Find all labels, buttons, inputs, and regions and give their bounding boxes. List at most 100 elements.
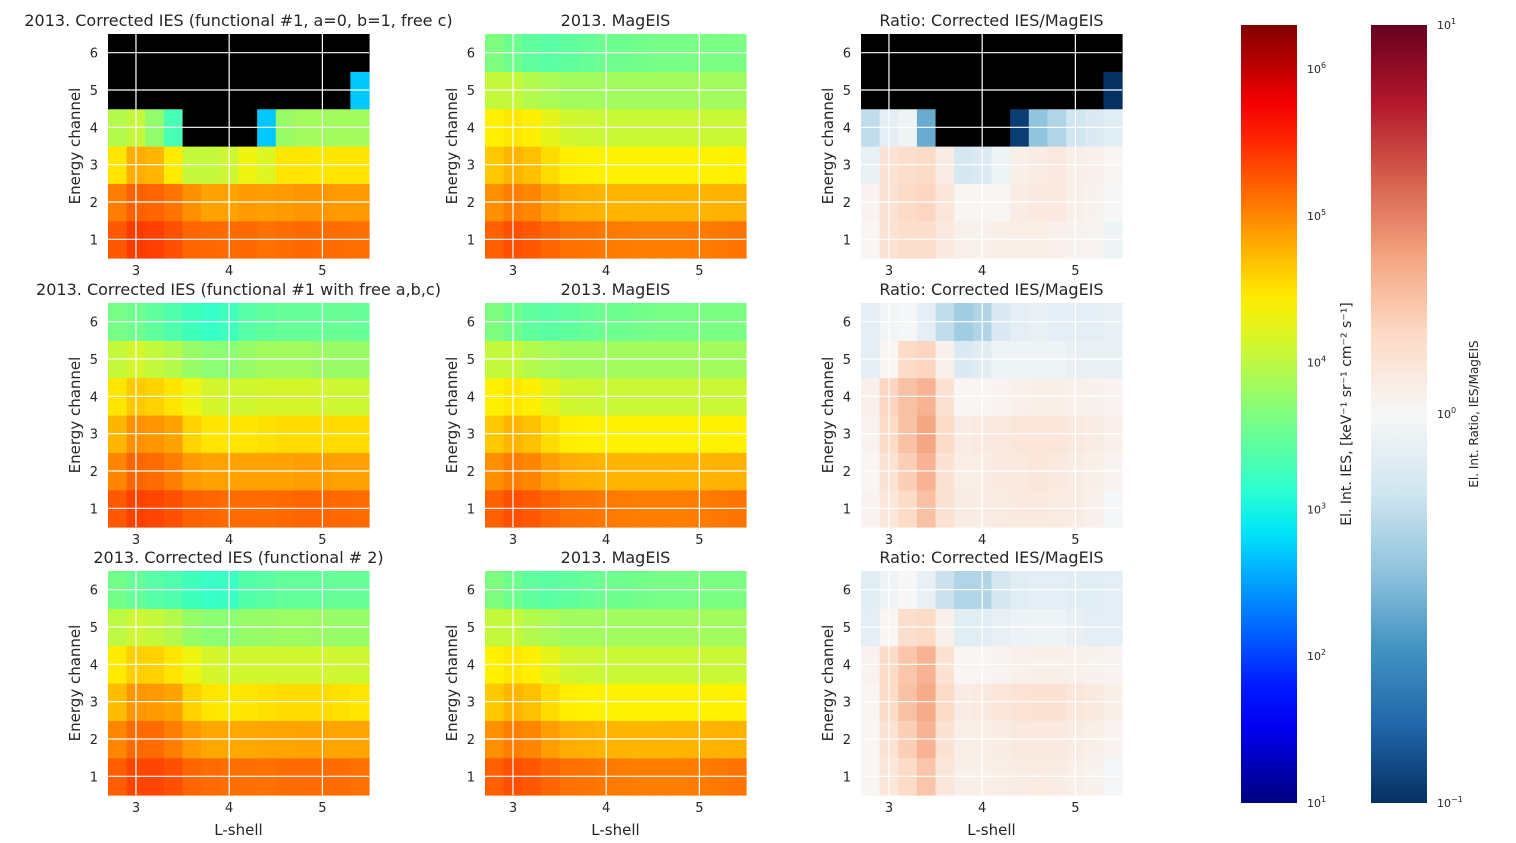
x-axis-label: L-shell <box>591 821 639 839</box>
x-tick-label: 4 <box>225 264 233 279</box>
x-tick-label: 3 <box>509 264 517 279</box>
y-axis-label: Energy channel <box>443 88 461 205</box>
y-tick-label: 3 <box>467 428 475 443</box>
y-tick-label: 2 <box>90 733 98 748</box>
x-tick-label: 4 <box>225 801 233 816</box>
y-tick-label: 6 <box>90 47 98 62</box>
y-tick-label: 1 <box>467 502 475 517</box>
x-tick-label: 5 <box>1071 264 1079 279</box>
y-tick-label: 1 <box>90 502 98 517</box>
y-tick-label: 5 <box>843 353 851 368</box>
y-tick-label: 5 <box>467 84 475 99</box>
x-tick-label: 3 <box>885 264 893 279</box>
y-tick-label: 1 <box>90 770 98 785</box>
y-tick-label: 2 <box>90 465 98 480</box>
y-tick-label: 4 <box>843 121 851 136</box>
y-axis-label: Energy channel <box>66 357 84 474</box>
colorbar-tick-label: 101 <box>1307 795 1326 810</box>
y-tick-label: 6 <box>90 316 98 331</box>
colorbars: 101 102 103 104 105 106 10−1 100 101 El. Int. IE… <box>1241 17 1481 810</box>
y-tick-label: 2 <box>843 196 851 211</box>
y-tick-label: 3 <box>467 696 475 711</box>
y-tick-label: 2 <box>467 465 475 480</box>
colorbar-tick-label: 10−1 <box>1437 795 1463 810</box>
y-tick-label: 3 <box>467 159 475 174</box>
y-tick-label: 5 <box>467 353 475 368</box>
x-tick-label: 5 <box>318 801 326 816</box>
x-tick-label: 5 <box>695 533 703 548</box>
panel-title: Ratio: Corrected IES/MagEIS <box>879 280 1103 299</box>
y-tick-label: 6 <box>467 316 475 331</box>
y-tick-label: 5 <box>843 84 851 99</box>
y-tick-label: 6 <box>843 47 851 62</box>
y-tick-label: 4 <box>90 658 98 673</box>
colorbar-tick-label: 105 <box>1307 208 1326 223</box>
y-tick-label: 1 <box>843 233 851 248</box>
colorbar-tick-label: 104 <box>1307 355 1326 370</box>
y-tick-label: 6 <box>90 584 98 599</box>
x-tick-label: 5 <box>695 801 703 816</box>
x-tick-label: 3 <box>132 801 140 816</box>
y-tick-label: 1 <box>843 770 851 785</box>
y-tick-label: 3 <box>843 428 851 443</box>
x-tick-label: 4 <box>602 264 610 279</box>
y-axis-label: Energy channel <box>443 357 461 474</box>
y-tick-label: 6 <box>843 584 851 599</box>
x-axis-label: L-shell <box>967 821 1015 839</box>
panel-title: Ratio: Corrected IES/MagEIS <box>879 11 1103 30</box>
y-tick-label: 2 <box>843 465 851 480</box>
y-tick-label: 5 <box>90 84 98 99</box>
heatmap-panel: 3 4 5 1 2 3 4 5 6 2013. MagEIS Energy channel L-she… <box>443 548 747 839</box>
y-tick-label: 5 <box>467 621 475 636</box>
y-tick-label: 4 <box>90 390 98 405</box>
y-tick-label: 4 <box>467 658 475 673</box>
y-tick-label: 3 <box>90 159 98 174</box>
panel-title: 2013. MagEIS <box>561 548 671 567</box>
panel-title: Ratio: Corrected IES/MagEIS <box>879 548 1103 567</box>
panel-title: 2013. MagEIS <box>561 280 671 299</box>
x-tick-label: 3 <box>132 533 140 548</box>
heatmap-panel: 3 4 5 1 2 3 4 5 6 2013. MagEIS Energy channel <box>443 11 747 279</box>
y-tick-label: 1 <box>90 233 98 248</box>
colorbar-tick-label: 103 <box>1307 501 1326 516</box>
x-tick-label: 3 <box>885 533 893 548</box>
heatmap-panel: 3 4 5 1 2 3 4 5 6 Ratio: Corrected IES/MagEIS Ener… <box>819 280 1123 548</box>
panel-title: 2013. Corrected IES (functional #1 with … <box>36 280 441 299</box>
x-tick-label: 5 <box>695 264 703 279</box>
x-tick-label: 4 <box>602 533 610 548</box>
heatmap-panel: 3 4 5 1 2 3 4 5 6 Ratio: Corrected IES/MagEIS Ener… <box>819 548 1123 839</box>
y-tick-label: 5 <box>843 621 851 636</box>
y-tick-label: 6 <box>467 47 475 62</box>
y-axis-label: Energy channel <box>819 357 837 474</box>
colorbar-tick-label: 102 <box>1307 648 1326 663</box>
heatmap-panel: 3 4 5 1 2 3 4 5 6 Ratio: Corrected IES/MagEIS Ener… <box>819 11 1123 279</box>
y-tick-label: 5 <box>90 353 98 368</box>
colorbar-ratio-label: El. Int. Ratio, IES/MagEIS <box>1467 340 1481 487</box>
colorbar-intensity <box>1241 25 1297 803</box>
heatmap-panel: 3 4 5 1 2 3 4 5 6 2013. Corrected IES (functional… <box>36 280 441 548</box>
heatmap-panel: 3 4 5 1 2 3 4 5 6 2013. Corrected IES (functional… <box>66 548 384 839</box>
y-tick-label: 3 <box>843 696 851 711</box>
y-tick-label: 1 <box>467 233 475 248</box>
x-axis-label: L-shell <box>214 821 262 839</box>
heatmap-panels: 3 4 5 1 2 3 4 5 6 2013. Corrected IES (functional… <box>24 11 1123 839</box>
y-tick-label: 4 <box>467 390 475 405</box>
colorbar-intensity-label: El. Int. IES, [keV⁻¹ sr⁻¹ cm⁻² s⁻¹] <box>1339 302 1355 526</box>
y-tick-label: 1 <box>467 770 475 785</box>
y-tick-label: 4 <box>467 121 475 136</box>
y-axis-label: Energy channel <box>66 625 84 742</box>
x-tick-label: 4 <box>602 801 610 816</box>
colorbar-tick-label: 106 <box>1307 61 1326 76</box>
colorbar-tick-label: 101 <box>1437 17 1456 32</box>
y-axis-label: Energy channel <box>66 88 84 205</box>
x-tick-label: 5 <box>318 533 326 548</box>
y-tick-label: 3 <box>843 159 851 174</box>
y-tick-label: 6 <box>843 316 851 331</box>
y-tick-label: 2 <box>467 733 475 748</box>
panel-title: 2013. Corrected IES (functional # 2) <box>93 548 383 567</box>
y-tick-label: 3 <box>90 696 98 711</box>
x-tick-label: 3 <box>132 264 140 279</box>
y-tick-label: 6 <box>467 584 475 599</box>
y-tick-label: 3 <box>90 428 98 443</box>
